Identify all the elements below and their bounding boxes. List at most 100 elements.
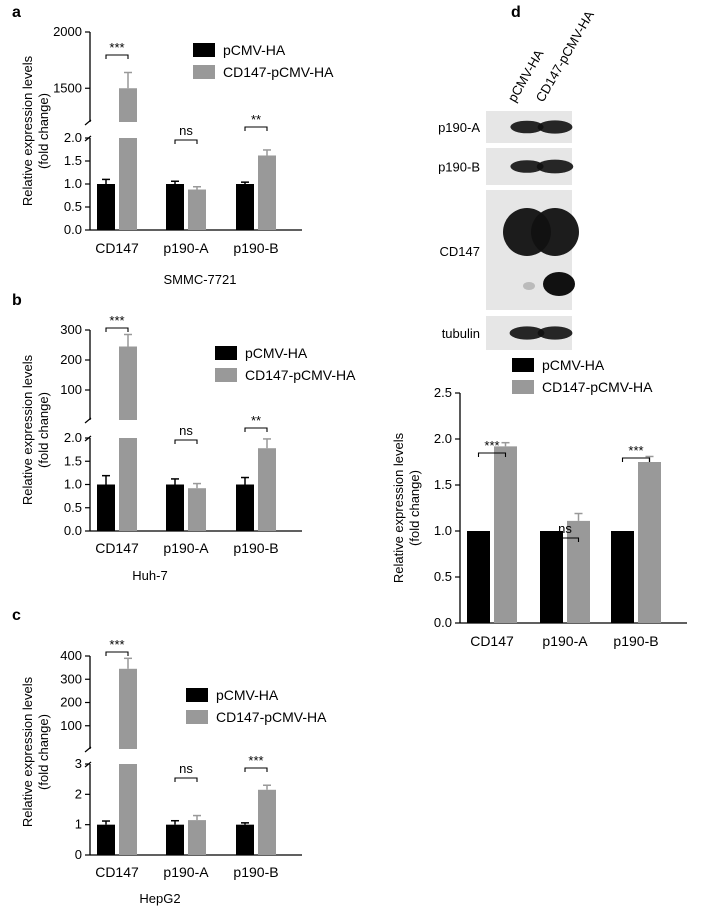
- chart1-category-label: p190-A: [163, 540, 209, 556]
- chart3-sig-label: ns: [558, 521, 572, 536]
- chart1-ytick-label: 300: [60, 322, 82, 337]
- chart2-legend-label: pCMV-HA: [216, 687, 279, 703]
- chart1-bar-0-1: [166, 484, 184, 531]
- chart3-sig-bracket: [477, 452, 507, 457]
- chart0-ytick-label: 2.0: [64, 130, 82, 145]
- chart1-bar-1-0-lower: [119, 438, 137, 531]
- chart2-bar-1-1: [188, 820, 206, 855]
- chart1-ylabel-line1: Relative expression levels: [20, 354, 35, 505]
- blot-band: [510, 120, 544, 134]
- chart1-ytick-label: 1.5: [64, 453, 82, 468]
- chart3-category-label: p190-A: [542, 633, 588, 649]
- blot-band: [536, 159, 574, 174]
- chart3-legend-label: CD147-pCMV-HA: [542, 379, 653, 395]
- chart2-ytick-label: 1: [75, 817, 82, 832]
- chart2-panel-label: c: [12, 607, 21, 624]
- blot-row-label: tubulin: [442, 326, 480, 341]
- chart3-bar-0-1: [540, 531, 563, 623]
- chart2-legend-swatch: [186, 710, 208, 724]
- chart0-category-label: CD147: [95, 240, 139, 256]
- chart3-sig-label: ***: [628, 443, 643, 458]
- chart2-ytick-label: 3: [75, 756, 82, 771]
- chart0-sig-bracket: [174, 139, 198, 144]
- chart2-sig-label: ***: [248, 753, 263, 768]
- chart2-ytick-label: 300: [60, 671, 82, 686]
- chart0-sig-label: **: [251, 112, 261, 127]
- chart0-ylabel: Relative expression levels(fold change): [20, 55, 51, 206]
- chart1-ytick-label: 2.0: [64, 430, 82, 445]
- chart1-ylabel-line2: (fold change): [36, 392, 51, 468]
- chart1-sig-label: **: [251, 413, 261, 428]
- chart1-axis-break-mark: [84, 435, 92, 442]
- chart0-category-label: p190-B: [233, 240, 278, 256]
- chart1-category-label: p190-B: [233, 540, 278, 556]
- chart1-ytick-label: 200: [60, 352, 82, 367]
- chart1-legend-swatch: [215, 346, 237, 360]
- chart2-subtitle: HepG2: [139, 891, 180, 906]
- chart1-bar-1-2: [258, 448, 276, 531]
- chart3-legend-label: pCMV-HA: [542, 357, 605, 373]
- chart0-bar-1-2: [258, 155, 276, 230]
- chart3-ytick-label: 0.5: [434, 569, 452, 584]
- chart2-category-label: CD147: [95, 864, 139, 880]
- chart2-category-label: p190-A: [163, 864, 209, 880]
- chart0-bar-1-0-lower: [119, 138, 137, 230]
- chart0-ytick-label: 1.5: [64, 153, 82, 168]
- chart2-legend-swatch: [186, 688, 208, 702]
- blot-band: [510, 160, 544, 173]
- chart0-legend-label: pCMV-HA: [223, 42, 286, 58]
- chart3-bar-1-1: [567, 520, 590, 623]
- chart1-legend-swatch: [215, 368, 237, 382]
- chart2-ytick-label: 0: [75, 847, 82, 862]
- chart2-category-label: p190-B: [233, 864, 278, 880]
- chart3-legend-swatch: [512, 380, 534, 394]
- blot-band: [509, 326, 545, 340]
- chart0-ylabel-line2: (fold change): [36, 93, 51, 169]
- chart2-ytick-label: 400: [60, 648, 82, 663]
- blot-band: [523, 282, 535, 290]
- chart3-sig-bracket: [550, 537, 580, 542]
- chart1-ytick-label: 0.5: [64, 500, 82, 515]
- chart3-bar-1-2: [638, 462, 661, 623]
- chart1-sig-label: ns: [179, 423, 193, 438]
- chart1-legend-label: pCMV-HA: [245, 345, 308, 361]
- chart0-axis-break-mark: [84, 135, 92, 142]
- blot-band: [537, 326, 573, 340]
- chart2-sig-bracket: [105, 651, 129, 656]
- chart0-ytick-label: 1500: [53, 80, 82, 95]
- chart1-ytick-label: 100: [60, 382, 82, 397]
- chart1-panel-label: b: [12, 292, 22, 309]
- chart0-sig-bracket: [105, 54, 129, 59]
- chart2-ytick-label: 100: [60, 718, 82, 733]
- chart0-legend-swatch: [193, 65, 215, 79]
- chart0-bar-0-0: [97, 184, 115, 230]
- chart1-sig-label: ***: [109, 313, 124, 328]
- chart3-panel-label: d: [511, 4, 521, 21]
- chart2-sig-label: ***: [109, 637, 124, 652]
- chart2-bar-0-2: [236, 824, 254, 855]
- chart0-axis-break-mark: [84, 119, 92, 126]
- blot-row-label: p190-B: [438, 160, 480, 175]
- chart0-ytick-label: 0.0: [64, 222, 82, 237]
- chart0-bar-1-0: [119, 88, 137, 122]
- chart2-bar-1-2: [258, 789, 276, 855]
- chart3-category-label: CD147: [470, 633, 514, 649]
- blot-band: [537, 120, 573, 134]
- chart2-ylabel-line2: (fold change): [36, 714, 51, 790]
- blot-row-label: CD147: [440, 244, 480, 259]
- chart3-ytick-label: 1.5: [434, 477, 452, 492]
- chart3-ytick-label: 0.0: [434, 615, 452, 630]
- blot-row-label: p190-A: [438, 120, 480, 135]
- chart1-legend-label: CD147-pCMV-HA: [245, 367, 356, 383]
- chart0-ytick-label: 0.5: [64, 199, 82, 214]
- chart3-ylabel-line1: Relative expression levels: [391, 432, 406, 583]
- chart1-bar-1-1: [188, 488, 206, 531]
- chart0-bar-0-2: [236, 184, 254, 230]
- chart0-panel-label: a: [12, 4, 21, 21]
- chart3-ytick-label: 1.0: [434, 523, 452, 538]
- chart0-ytick-label: 1.0: [64, 176, 82, 191]
- chart0-bar-1-1: [188, 189, 206, 230]
- chart3-sig-bracket: [621, 457, 651, 462]
- chart2-bar-1-0-lower: [119, 764, 137, 855]
